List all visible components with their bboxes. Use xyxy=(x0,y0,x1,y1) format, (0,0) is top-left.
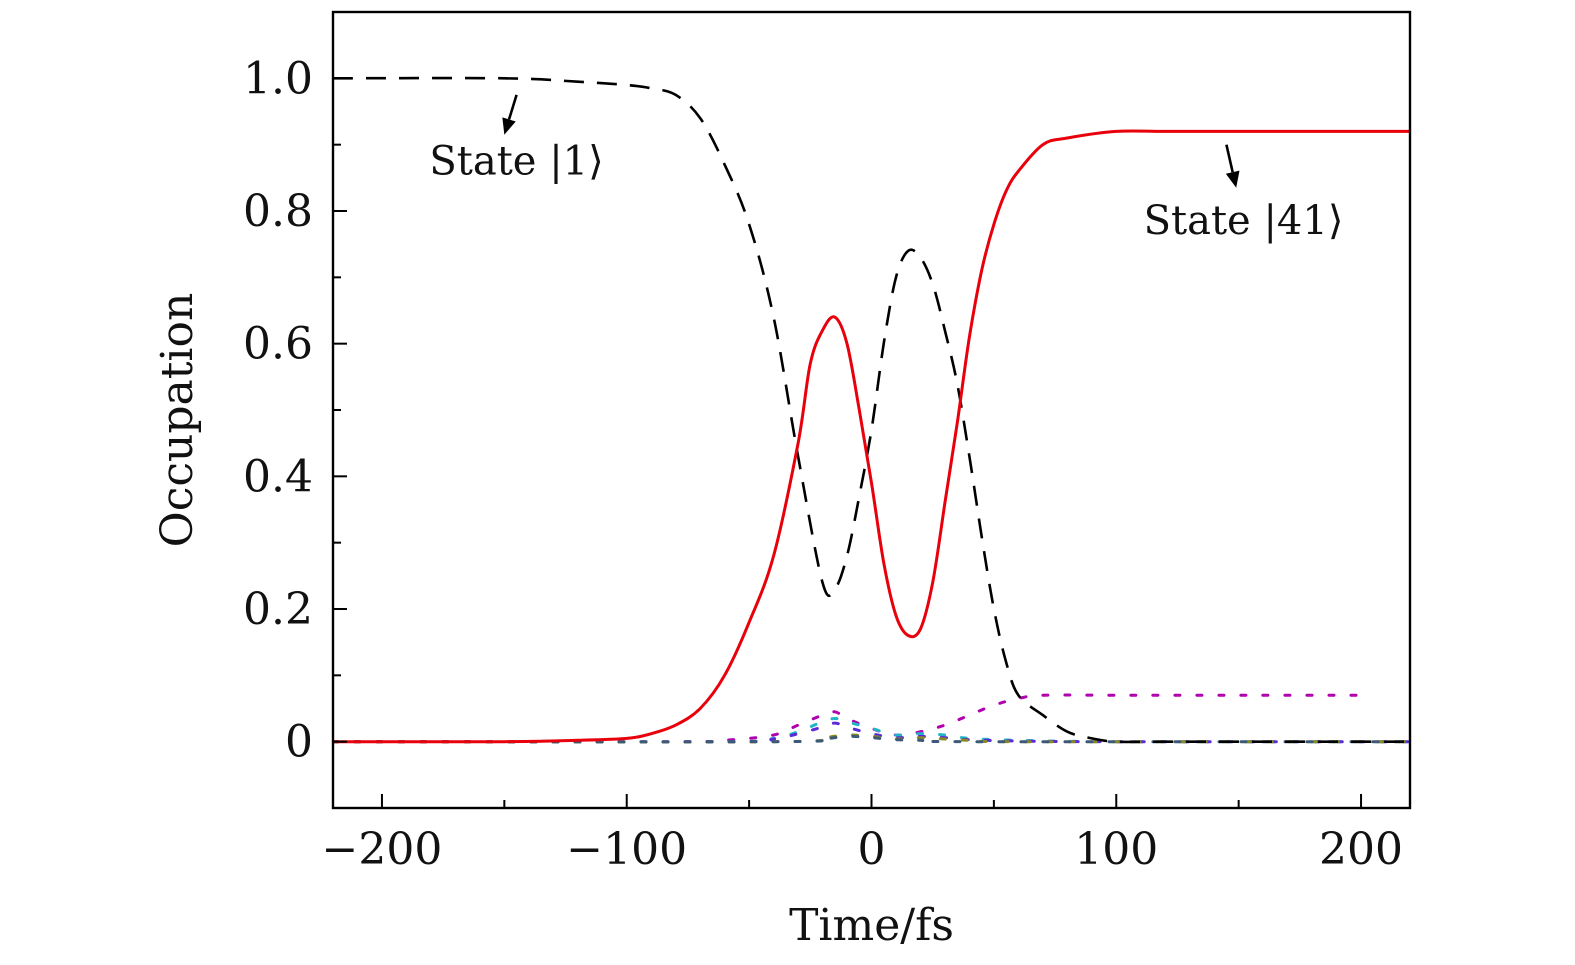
series-line-0 xyxy=(333,76,1410,744)
annotation-label: State |41⟩ xyxy=(1144,198,1344,244)
x-tick-label: 100 xyxy=(1074,824,1158,875)
y-tick-label: 0.2 xyxy=(243,584,313,635)
series-line-1 xyxy=(333,129,1410,744)
ticks-layer: −200 −100 0 100 200 0 0.2 0.4 0.6 0.8 1.0 xyxy=(243,53,1403,875)
annotation-arrow xyxy=(502,94,518,135)
y-tick-label: 0.6 xyxy=(243,319,313,370)
x-tick-label: −200 xyxy=(322,824,443,875)
x-tick-label: 0 xyxy=(858,824,886,875)
y-tick-label: 1.0 xyxy=(243,53,313,104)
series-line-3 xyxy=(333,717,1410,744)
annotation-layer: State |1⟩ State |41⟩ xyxy=(429,94,1344,244)
series-layer xyxy=(333,76,1410,744)
annotation-arrow xyxy=(1225,144,1240,188)
y-axis-title: Occupation xyxy=(152,293,203,548)
x-tick-label: 200 xyxy=(1319,824,1403,875)
x-axis-title: Time/fs xyxy=(789,900,954,951)
x-tick-label: −100 xyxy=(566,824,687,875)
y-tick-label: 0.4 xyxy=(243,451,313,502)
y-tick-label: 0.8 xyxy=(243,186,313,237)
series-line-2 xyxy=(333,693,1363,744)
annotation-label: State |1⟩ xyxy=(429,139,603,185)
series-line-4 xyxy=(333,721,1410,744)
y-tick-label: 0 xyxy=(285,717,313,768)
